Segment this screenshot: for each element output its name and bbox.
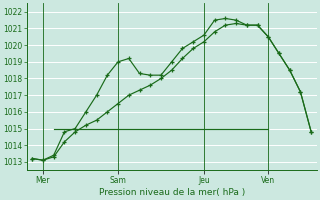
X-axis label: Pression niveau de la mer( hPa ): Pression niveau de la mer( hPa ) — [99, 188, 245, 197]
